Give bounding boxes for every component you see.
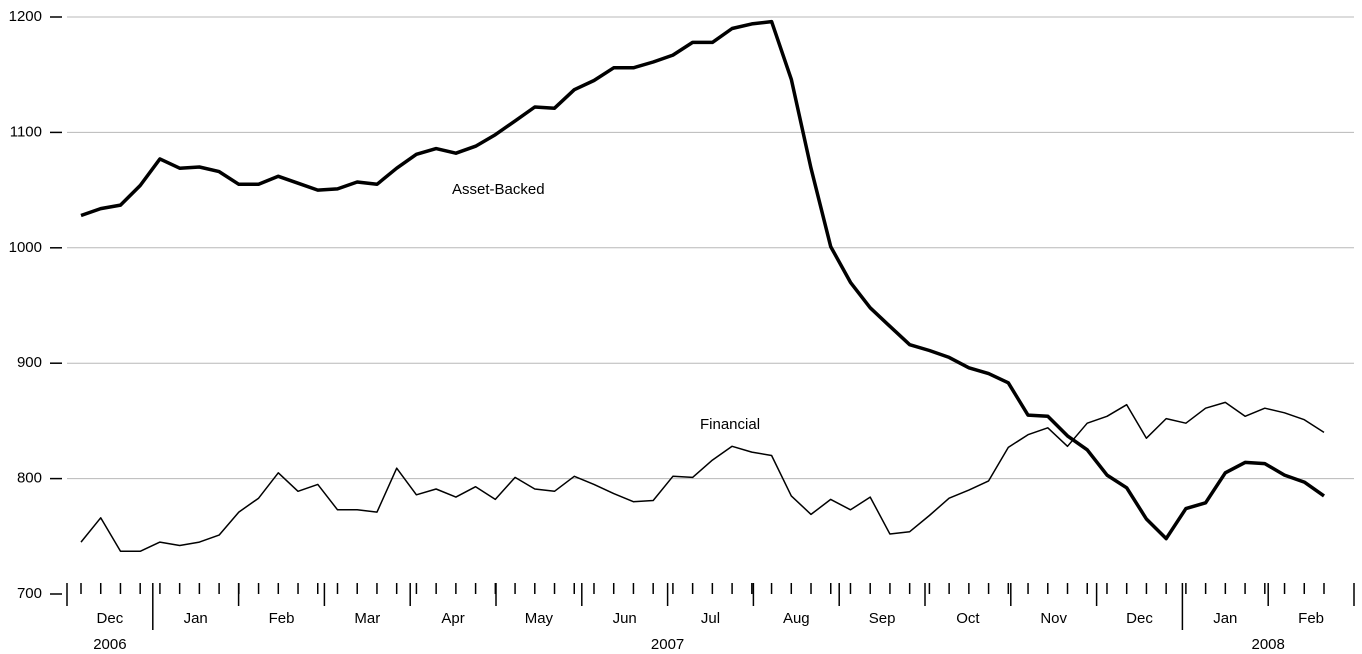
month-label: Jun	[613, 610, 637, 627]
y-tick-label: 700	[17, 585, 42, 602]
year-label: 2007	[651, 636, 684, 653]
month-label: Mar	[354, 610, 380, 627]
annotation: Financial	[700, 416, 760, 433]
month-label: Feb	[269, 610, 295, 627]
month-label: Nov	[1040, 610, 1067, 627]
year-label: 2008	[1252, 636, 1285, 653]
month-label: Sep	[869, 610, 896, 627]
month-label: Dec	[97, 610, 124, 627]
month-label: Feb	[1298, 610, 1324, 627]
month-label: Dec	[1126, 610, 1153, 627]
month-label: Jul	[701, 610, 720, 627]
series-line	[80, 401, 1325, 553]
y-tick-label: 900	[17, 354, 42, 371]
month-label: Aug	[783, 610, 810, 627]
annotation: Asset-Backed	[452, 181, 545, 198]
y-tick-label: 1100	[10, 123, 42, 140]
month-label: May	[525, 610, 554, 627]
y-tick-label: 800	[17, 470, 42, 487]
month-label: Apr	[441, 610, 464, 627]
year-label: 2006	[93, 636, 126, 653]
month-label: Jan	[184, 610, 208, 627]
month-label: Oct	[956, 610, 980, 627]
y-tick-label: 1000	[9, 239, 42, 256]
y-tick-label: 1200	[9, 8, 42, 25]
series-line	[80, 19, 1326, 541]
month-label: Jan	[1213, 610, 1237, 627]
